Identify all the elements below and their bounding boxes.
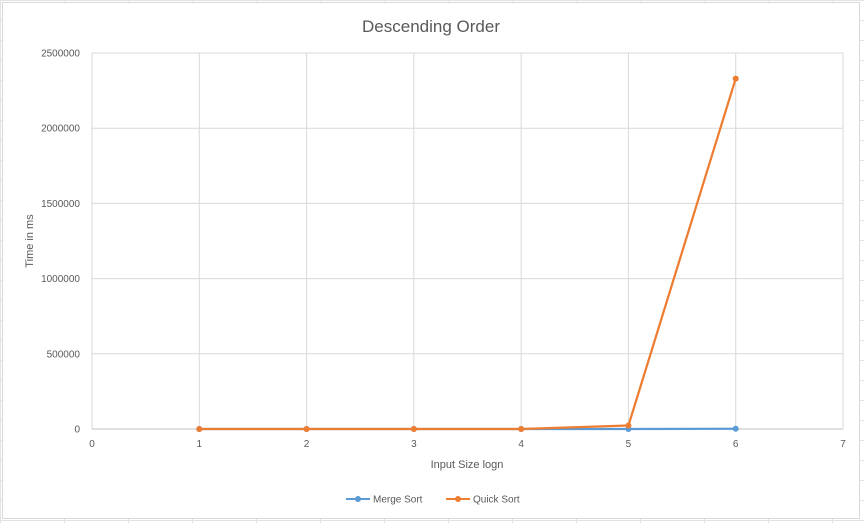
chart-title: Descending Order <box>362 17 500 36</box>
x-tick-label: 0 <box>89 439 95 450</box>
x-axis-label: Input Size logn <box>431 459 504 471</box>
y-tick-label: 2500000 <box>41 49 80 60</box>
grid-lines <box>91 52 844 430</box>
x-tick-label: 3 <box>411 439 417 450</box>
data-point[interactable] <box>518 425 525 432</box>
x-tick-label: 1 <box>197 439 203 450</box>
data-point[interactable] <box>625 422 632 429</box>
x-tick-label: 7 <box>840 439 846 450</box>
legend-label: Quick Sort <box>473 495 520 506</box>
y-tick-label: 0 <box>74 425 80 436</box>
x-tick-label: 2 <box>304 439 310 450</box>
legend-item[interactable]: Merge Sort <box>346 495 423 506</box>
series-2[interactable] <box>196 75 739 432</box>
legend-marker <box>355 496 361 502</box>
data-point[interactable] <box>732 425 739 432</box>
legend-marker <box>455 496 461 502</box>
data-point[interactable] <box>303 425 310 432</box>
y-axis-ticks: 0 500000 1000000 1500000 2000000 2500000 <box>41 49 80 436</box>
y-tick-label: 1500000 <box>41 199 80 210</box>
data-series <box>196 75 739 432</box>
x-tick-label: 6 <box>733 439 739 450</box>
legend-label: Merge Sort <box>373 495 423 506</box>
x-tick-label: 4 <box>518 439 524 450</box>
y-tick-label: 2000000 <box>41 124 80 135</box>
data-point[interactable] <box>410 425 417 432</box>
y-tick-label: 1000000 <box>41 274 80 285</box>
y-axis-label: Time in ms <box>24 214 36 268</box>
data-point[interactable] <box>732 75 739 82</box>
x-axis-ticks: 0 1 2 3 4 5 6 7 <box>89 439 846 450</box>
y-tick-label: 500000 <box>47 349 81 360</box>
series-line[interactable] <box>198 77 737 431</box>
legend-item[interactable]: Quick Sort <box>446 495 520 506</box>
legend[interactable]: Merge Sort Quick Sort <box>346 495 520 506</box>
data-point[interactable] <box>196 426 203 432</box>
x-tick-label: 5 <box>626 439 632 450</box>
